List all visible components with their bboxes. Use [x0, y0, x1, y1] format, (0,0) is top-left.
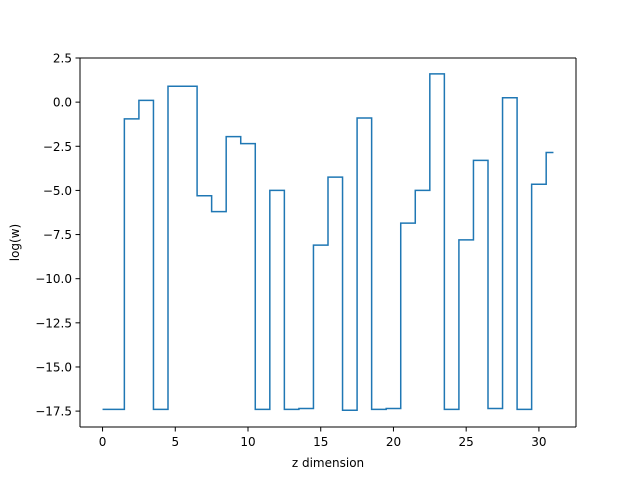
y-tick-label: −2.5 — [43, 140, 72, 154]
y-tick-label: −17.5 — [35, 405, 72, 419]
x-tick-label: 20 — [386, 435, 401, 449]
y-tick-label: −12.5 — [35, 316, 72, 330]
y-tick-label: 2.5 — [53, 52, 72, 66]
x-tick-label: 10 — [240, 435, 255, 449]
x-tick-label: 30 — [531, 435, 546, 449]
x-tick-label: 5 — [171, 435, 179, 449]
y-tick-label: −10.0 — [35, 272, 72, 286]
y-tick-label: −5.0 — [43, 184, 72, 198]
x-tick-label: 15 — [313, 435, 328, 449]
x-axis-label: z dimension — [292, 456, 364, 470]
x-axis: 0 5 10 15 20 25 30 — [99, 427, 547, 449]
x-tick-label: 25 — [459, 435, 474, 449]
x-tick-label: 0 — [99, 435, 107, 449]
y-tick-label: −7.5 — [43, 228, 72, 242]
series-line-0 — [102, 73, 554, 411]
y-tick-label: −15.0 — [35, 360, 72, 374]
series-layer — [102, 73, 554, 411]
y-axis-label: log(w) — [8, 224, 22, 261]
y-tick-label: 0.0 — [53, 96, 72, 110]
y-axis: 2.5 0.0 −2.5 −5.0 −7.5 −10.0 −12.5 −15.0 −17.5 — [35, 52, 80, 419]
